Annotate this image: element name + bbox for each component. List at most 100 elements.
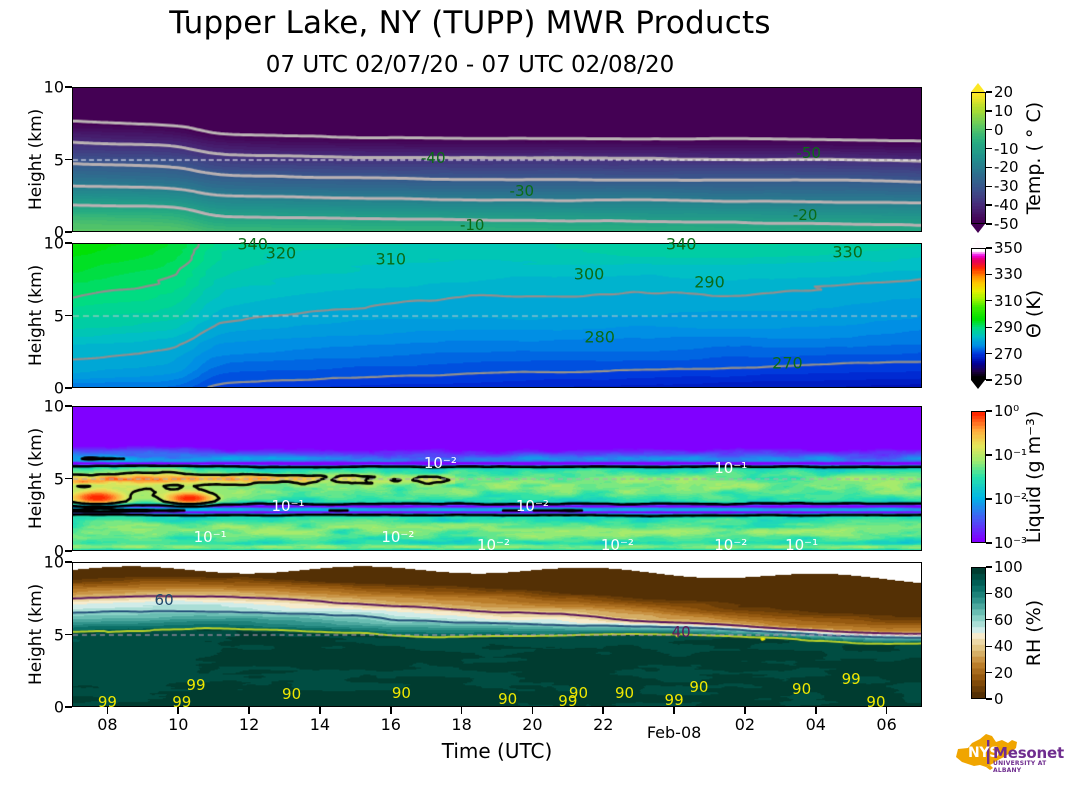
- x-tick-label-02: 02: [734, 715, 756, 734]
- colorbar-tick-mark: [986, 166, 992, 169]
- y-tick-mark: [65, 387, 72, 389]
- colorbar-extend-max-temperature: [971, 83, 985, 92]
- colorbar-tick-mark: [986, 300, 992, 302]
- colorbar-tick-mark: [986, 498, 992, 500]
- colorbar-tick-mark: [986, 566, 992, 568]
- x-tick-label-18: 18: [451, 715, 472, 734]
- y-tick-label-liquid-10: 10: [43, 396, 64, 416]
- colorbar-extend-min-temperature: [971, 224, 985, 233]
- x-tick-label-22: 22: [593, 715, 614, 734]
- colorbar-tick-label-rh-2: 60: [994, 610, 1014, 629]
- x-tick-mark: [248, 707, 250, 714]
- nys-mesonet-logo: NYS Mesonet UNIVERSITY AT ALBANY: [946, 731, 1064, 774]
- colorbar-tick-mark: [986, 592, 992, 595]
- logo-nys-text: NYS: [968, 745, 1000, 761]
- colorbar-tick-mark: [986, 247, 992, 249]
- page-title: Tupper Lake, NY (TUPP) MWR Products: [169, 5, 771, 41]
- y-tick-mark: [65, 633, 72, 636]
- colorbar-liquid: [971, 411, 986, 543]
- colorbar-tick-label-rh-3: 40: [994, 637, 1014, 656]
- rh-plot-area: [73, 563, 921, 706]
- panel-theta[interactable]: [72, 243, 922, 388]
- colorbar-title-temperature: Temp. ( ° C): [1023, 101, 1045, 215]
- colorbar-tick-label-theta-5: 250: [994, 371, 1023, 389]
- x-tick-mark: [602, 707, 605, 714]
- x-tick-label-08: 08: [97, 715, 118, 734]
- colorbar-tick-mark: [986, 671, 992, 674]
- colorbar-tick-label-theta-0: 350: [994, 239, 1023, 257]
- colorbar-tick-mark: [986, 645, 992, 647]
- x-tick-label-14: 14: [309, 715, 331, 734]
- colorbar-tick-mark: [986, 129, 992, 131]
- colorbar-tick-mark: [986, 326, 992, 328]
- y-tick-label-rh-10: 10: [43, 552, 64, 572]
- colorbar-tick-label-liquid-0: 10⁰: [994, 402, 1020, 420]
- colorbar-tick-label-temperature-3: -10: [994, 139, 1019, 158]
- colorbar-extend-max-theta: [971, 239, 985, 248]
- y-tick-label-theta-5: 5: [53, 306, 64, 325]
- colorbar-title-theta: Θ (K): [1023, 289, 1045, 339]
- colorbar-tick-label-theta-4: 270: [994, 344, 1023, 363]
- colorbar-tick-mark: [986, 379, 992, 381]
- colorbar-gradient-liquid: [972, 412, 985, 542]
- x-axis-label: Time (UTC): [441, 739, 553, 763]
- logo-university-text: UNIVERSITY AT ALBANY: [993, 760, 1047, 774]
- colorbar-tick-mark: [986, 204, 992, 206]
- colorbar-tick-mark: [986, 698, 992, 700]
- x-tick-label-10: 10: [168, 715, 189, 734]
- y-tick-label-theta-0: 0: [53, 378, 64, 398]
- x-tick-mark: [814, 707, 817, 714]
- colorbar-tick-label-temperature-5: -30: [994, 177, 1019, 196]
- colorbar-title-rh: RH (%): [1023, 599, 1045, 667]
- panel-rh[interactable]: [72, 562, 922, 707]
- colorbar-tick-label-theta-2: 310: [994, 291, 1023, 310]
- y-tick-label-temperature-10: 10: [43, 77, 64, 97]
- colorbar-tick-label-temperature-7: -50: [994, 215, 1019, 233]
- colorbar-tick-mark: [986, 223, 992, 225]
- x-tick-mark: [389, 707, 392, 714]
- panel-liquid[interactable]: [72, 406, 922, 551]
- x-tick-mark: [744, 707, 746, 714]
- colorbar-title-liquid: Liquid (g m⁻³): [1023, 410, 1045, 544]
- x-tick-mark: [177, 707, 180, 714]
- y-tick-mark: [65, 706, 72, 708]
- panel-temperature[interactable]: [72, 87, 922, 232]
- y-axis-label-temperature: Height (km): [26, 108, 46, 210]
- colorbar-tick-mark: [986, 273, 992, 276]
- colorbar-gradient-temperature: [972, 93, 985, 223]
- y-tick-mark: [65, 314, 72, 317]
- colorbar-tick-label-theta-1: 330: [994, 265, 1023, 284]
- x-tick-mark: [460, 707, 463, 714]
- temperature-plot-area: [73, 88, 921, 231]
- x-tick-mark: [531, 707, 534, 714]
- x-tick-mark: [319, 707, 321, 714]
- colorbar-tick-label-temperature-6: -40: [994, 196, 1019, 215]
- colorbar-tick-label-rh-4: 20: [994, 663, 1014, 682]
- colorbar-gradient-theta: [972, 249, 985, 379]
- y-axis-label-rh: Height (km): [26, 583, 46, 685]
- x-tick-mark: [673, 707, 675, 714]
- logo-state-shape: [956, 734, 1017, 770]
- colorbar-tick-mark: [986, 147, 992, 150]
- colorbar-tick-mark: [986, 185, 992, 187]
- theta-plot-area: [73, 244, 921, 387]
- colorbar-tick-mark: [986, 91, 992, 93]
- colorbar-tick-mark: [986, 110, 992, 112]
- colorbar-tick-label-liquid-2: 10⁻²: [994, 490, 1028, 508]
- y-tick-mark: [65, 477, 72, 480]
- colorbar-tick-label-temperature-2: 0: [994, 120, 1004, 139]
- colorbar-extend-min-theta: [971, 380, 985, 389]
- y-tick-mark: [65, 86, 72, 88]
- y-tick-label-rh-5: 5: [53, 625, 64, 644]
- y-tick-label-theta-10: 10: [43, 233, 64, 253]
- colorbar-tick-label-temperature-1: 10: [994, 101, 1014, 120]
- y-axis-label-theta: Height (km): [26, 264, 46, 366]
- colorbar-temperature: [971, 92, 986, 224]
- y-tick-label-liquid-5: 5: [53, 469, 64, 488]
- colorbar-theta: [971, 248, 986, 380]
- colorbar-tick-mark: [986, 410, 992, 412]
- colorbar-tick-label-rh-1: 80: [994, 584, 1014, 603]
- colorbar-tick-label-temperature-4: -20: [994, 158, 1019, 177]
- page-subtitle: 07 UTC 02/07/20 - 07 UTC 02/08/20: [265, 52, 675, 78]
- x-tick-mark: [885, 707, 888, 714]
